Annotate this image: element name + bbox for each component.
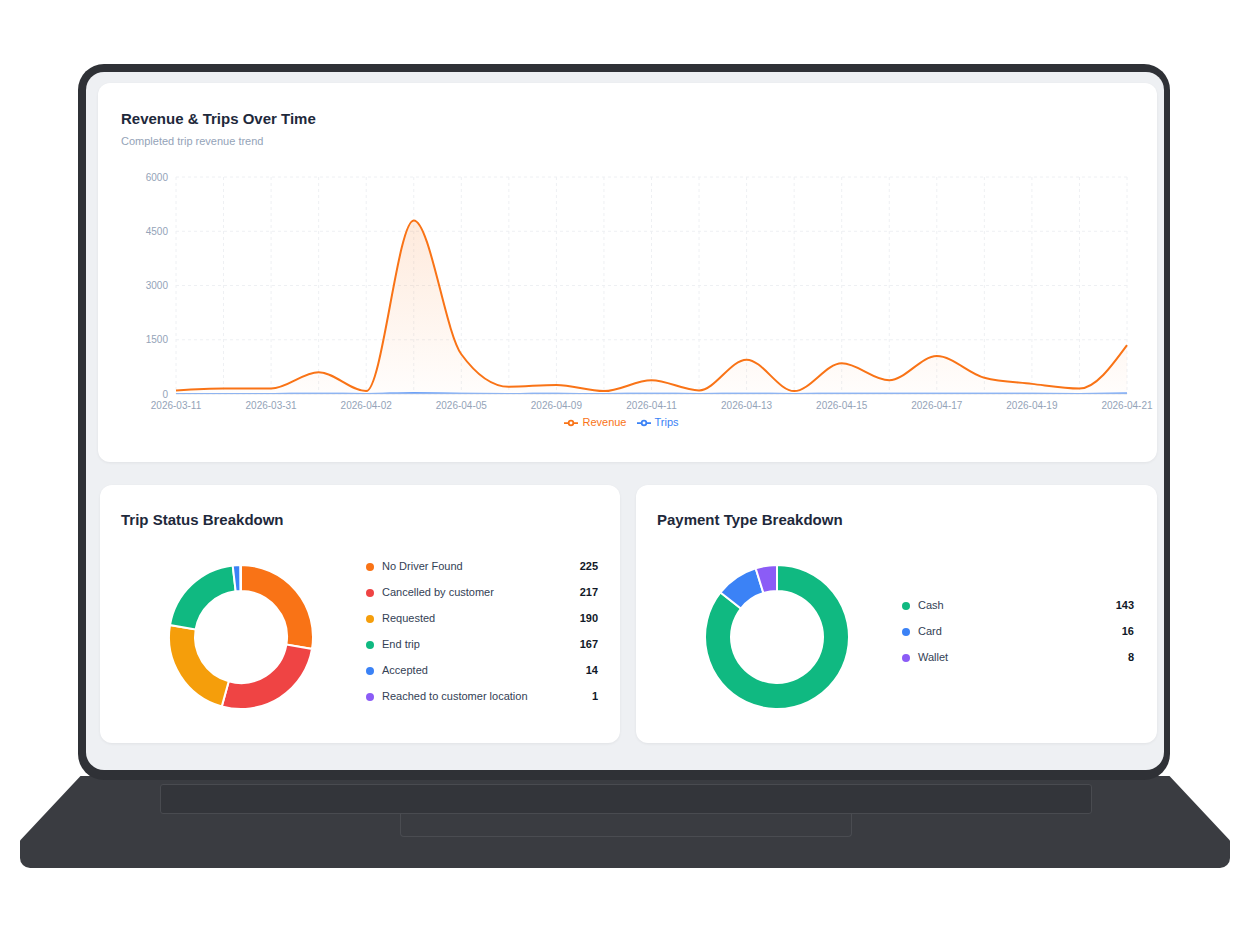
svg-text:2026-04-15: 2026-04-15 xyxy=(816,400,868,411)
html-text:Revenue & Trips Over Time: Revenue & Trips Over Time xyxy=(121,110,316,127)
svg-text:3000: 3000 xyxy=(146,280,169,291)
html-text:Trips: Trips xyxy=(654,416,679,428)
html-text:No Driver Found: No Driver Found xyxy=(382,560,463,572)
html-text:167: 167 xyxy=(579,638,598,650)
html-text:Cash: Cash xyxy=(918,599,944,611)
svg-text:2026-03-31: 2026-03-31 xyxy=(246,400,298,411)
svg-text:2026-04-19: 2026-04-19 xyxy=(1006,400,1058,411)
svg-text:2026-04-11: 2026-04-11 xyxy=(626,400,677,411)
html-text:16: 16 xyxy=(1121,625,1134,637)
html-text:Reached to customer location: Reached to customer location xyxy=(382,690,528,702)
html-text:Card: Card xyxy=(918,625,942,637)
svg-text:2026-04-17: 2026-04-17 xyxy=(911,400,963,411)
svg-text:2026-04-21: 2026-04-21 xyxy=(1101,400,1153,411)
svg-text:6000: 6000 xyxy=(146,172,169,183)
svg-text:2026-03-11: 2026-03-11 xyxy=(151,400,202,411)
svg-text:1500: 1500 xyxy=(146,334,169,345)
html-text:1: 1 xyxy=(591,690,598,702)
html-text:Payment Type Breakdown: Payment Type Breakdown xyxy=(657,511,843,528)
html-text:Requested: Requested xyxy=(382,612,436,624)
html-text:Completed trip revenue trend: Completed trip revenue trend xyxy=(121,135,264,147)
html-text:Revenue: Revenue xyxy=(582,416,627,428)
svg-text:2026-04-02: 2026-04-02 xyxy=(341,400,393,411)
svg-text:2026-04-13: 2026-04-13 xyxy=(721,400,773,411)
svg-text:0: 0 xyxy=(162,389,168,400)
html-text:225: 225 xyxy=(579,560,598,572)
html-text:8: 8 xyxy=(1127,651,1134,663)
svg-text:4500: 4500 xyxy=(146,226,169,237)
html-text:217: 217 xyxy=(579,586,598,598)
svg-text:2026-04-09: 2026-04-09 xyxy=(531,400,583,411)
html-text:Cancelled by customer: Cancelled by customer xyxy=(382,586,494,598)
html-text:Trip Status Breakdown: Trip Status Breakdown xyxy=(121,511,284,528)
html-text:190: 190 xyxy=(579,612,598,624)
html-text:End trip: End trip xyxy=(382,638,420,650)
html-text:143: 143 xyxy=(1115,599,1134,611)
svg-text:2026-04-05: 2026-04-05 xyxy=(436,400,488,411)
html-text:14: 14 xyxy=(585,664,598,676)
html-text:Wallet: Wallet xyxy=(918,651,949,663)
html-text:Accepted: Accepted xyxy=(382,664,428,676)
